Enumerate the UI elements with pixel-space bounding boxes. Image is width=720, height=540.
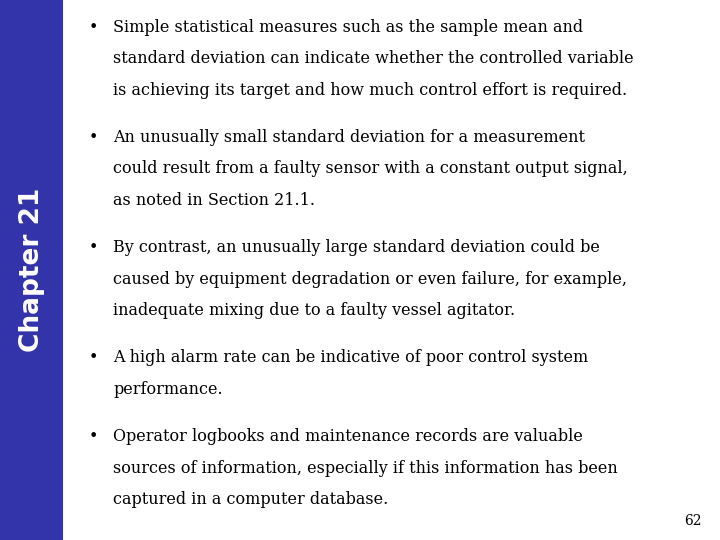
Text: •: •: [89, 428, 98, 445]
Text: An unusually small standard deviation for a measurement: An unusually small standard deviation fo…: [113, 129, 585, 146]
Text: By contrast, an unusually large standard deviation could be: By contrast, an unusually large standard…: [113, 239, 600, 256]
Text: could result from a faulty sensor with a constant output signal,: could result from a faulty sensor with a…: [113, 160, 628, 177]
Text: •: •: [89, 239, 98, 256]
Text: as noted in Section 21.1.: as noted in Section 21.1.: [113, 192, 315, 208]
Text: •: •: [89, 349, 98, 366]
Text: sources of information, especially if this information has been: sources of information, especially if th…: [113, 460, 618, 476]
Text: Operator logbooks and maintenance records are valuable: Operator logbooks and maintenance record…: [113, 428, 583, 445]
Text: Chapter 21: Chapter 21: [19, 188, 45, 352]
Text: inadequate mixing due to a faulty vessel agitator.: inadequate mixing due to a faulty vessel…: [113, 302, 516, 319]
Text: is achieving its target and how much control effort is required.: is achieving its target and how much con…: [113, 82, 627, 98]
Text: performance.: performance.: [113, 381, 222, 397]
Bar: [0, 0, 63, 540]
Text: captured in a computer database.: captured in a computer database.: [113, 491, 388, 508]
Text: Simple statistical measures such as the sample mean and: Simple statistical measures such as the …: [113, 19, 583, 36]
Text: •: •: [89, 129, 98, 146]
Text: 62: 62: [685, 514, 702, 528]
Text: standard deviation can indicate whether the controlled variable: standard deviation can indicate whether …: [113, 50, 634, 67]
Text: A high alarm rate can be indicative of poor control system: A high alarm rate can be indicative of p…: [113, 349, 588, 366]
Text: caused by equipment degradation or even failure, for example,: caused by equipment degradation or even …: [113, 271, 627, 287]
Text: •: •: [89, 19, 98, 36]
